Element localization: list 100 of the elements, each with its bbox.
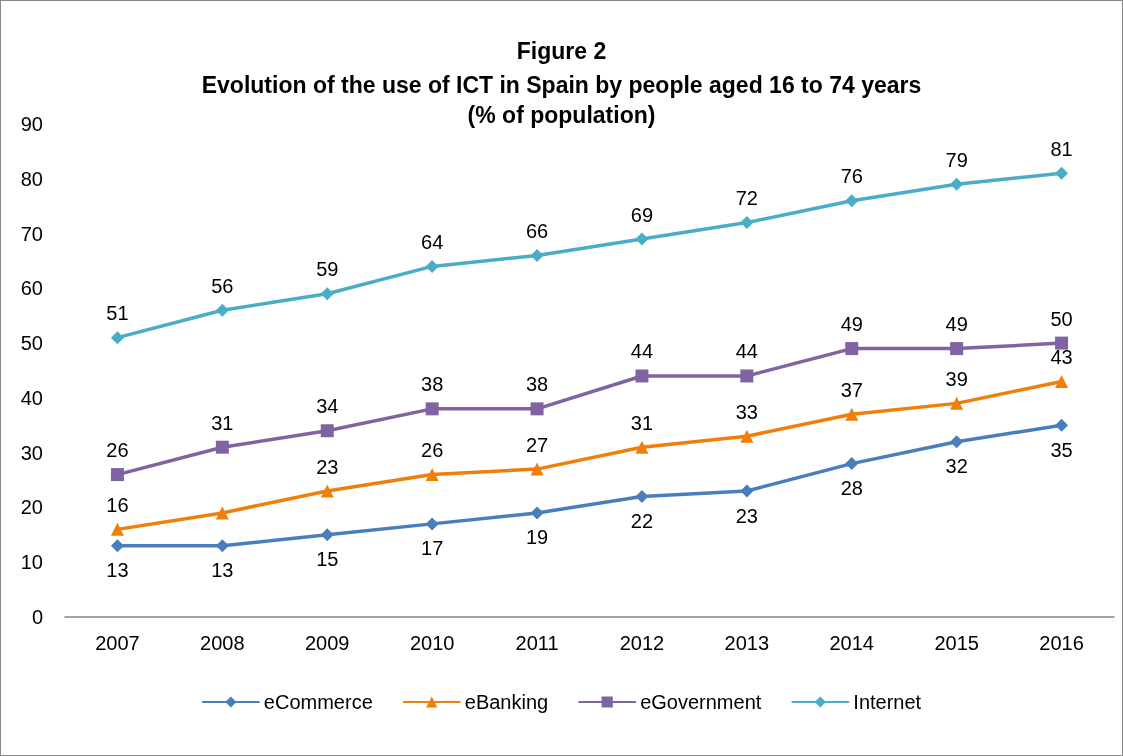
y-tick-label: 30 xyxy=(20,441,43,464)
data-label: 15 xyxy=(316,548,339,571)
data-label: 17 xyxy=(421,537,444,560)
data-label: 56 xyxy=(211,274,234,297)
point xyxy=(635,232,649,246)
x-tick-label: 2009 xyxy=(305,632,350,654)
point xyxy=(215,506,229,520)
chart-title: Figure 2 xyxy=(516,38,607,64)
legend-label: eCommerce xyxy=(263,691,373,713)
data-label: 49 xyxy=(840,313,863,336)
point xyxy=(110,468,124,482)
data-label: 38 xyxy=(421,373,444,396)
legend-label: eGovernment xyxy=(640,691,762,713)
data-label: 64 xyxy=(421,230,444,253)
data-label: 32 xyxy=(945,455,968,478)
point xyxy=(635,440,649,454)
point xyxy=(530,506,544,520)
data-label: 72 xyxy=(735,187,758,210)
data-label: 59 xyxy=(316,258,339,281)
point xyxy=(845,194,859,208)
point xyxy=(740,484,754,498)
x-tick-label: 2012 xyxy=(619,632,665,654)
point xyxy=(740,369,754,383)
y-tick-label: 40 xyxy=(20,386,43,409)
y-tick-label: 10 xyxy=(20,551,43,574)
point xyxy=(950,396,964,410)
point xyxy=(530,248,544,262)
legend-label: Internet xyxy=(853,691,922,713)
point xyxy=(740,216,754,230)
point xyxy=(425,468,439,482)
data-label: 13 xyxy=(211,559,234,582)
point xyxy=(320,484,334,498)
point xyxy=(1055,336,1069,350)
data-label: 69 xyxy=(630,203,654,226)
data-label: 31 xyxy=(630,411,654,434)
point xyxy=(845,457,859,471)
data-label: 44 xyxy=(735,340,758,363)
point xyxy=(320,424,334,438)
point xyxy=(845,407,859,421)
point xyxy=(425,259,439,273)
point xyxy=(110,331,124,345)
x-tick-label: 2013 xyxy=(724,632,770,654)
y-tick-label: 50 xyxy=(20,332,43,355)
data-label: 33 xyxy=(735,400,758,423)
y-tick-label: 60 xyxy=(20,277,43,300)
data-label: 37 xyxy=(840,378,863,401)
data-label: 81 xyxy=(1050,137,1073,160)
point xyxy=(740,429,754,443)
point xyxy=(635,369,649,383)
data-label: 27 xyxy=(525,433,549,456)
x-tick-label: 2015 xyxy=(934,632,979,654)
chart-subtitle: Evolution of the use of ICT in Spain by people aged 16 to 74 years (% of population) xyxy=(201,72,922,128)
data-label: 19 xyxy=(525,526,549,549)
point xyxy=(950,435,964,449)
data-label: 43 xyxy=(1050,345,1073,368)
point xyxy=(215,440,229,454)
point xyxy=(110,522,124,536)
data-label: 44 xyxy=(630,340,654,363)
point xyxy=(425,517,439,531)
y-tick-label: 0 xyxy=(31,606,43,628)
data-label: 22 xyxy=(630,509,654,532)
data-label: 66 xyxy=(525,219,549,242)
point xyxy=(1055,166,1069,180)
point xyxy=(530,462,544,476)
point xyxy=(950,177,964,191)
point xyxy=(530,402,544,416)
point xyxy=(320,528,334,542)
data-label: 13 xyxy=(106,559,129,582)
data-label: 76 xyxy=(840,165,863,188)
y-tick-label: 70 xyxy=(20,222,43,245)
point xyxy=(110,539,124,553)
y-tick-label: 90 xyxy=(20,113,43,135)
data-label: 28 xyxy=(840,477,863,500)
data-label: 23 xyxy=(735,504,758,527)
point xyxy=(320,287,334,301)
point xyxy=(215,539,229,553)
x-tick-label: 2016 xyxy=(1039,632,1084,654)
y-tick-label: 80 xyxy=(20,167,43,190)
x-tick-label: 2011 xyxy=(515,632,559,654)
point xyxy=(215,303,229,317)
point xyxy=(950,342,964,356)
data-label: 39 xyxy=(945,367,968,390)
data-label: 23 xyxy=(316,455,339,478)
x-tick-label: 2007 xyxy=(95,632,140,654)
data-label: 31 xyxy=(211,411,234,434)
data-label: 26 xyxy=(106,439,129,462)
legend-label: eBanking xyxy=(464,691,549,713)
data-label: 35 xyxy=(1050,438,1073,461)
point xyxy=(1055,374,1069,388)
data-label: 79 xyxy=(945,148,968,171)
data-label: 50 xyxy=(1050,307,1073,330)
data-label: 49 xyxy=(945,313,968,336)
y-tick-label: 20 xyxy=(20,496,43,519)
point xyxy=(1055,418,1069,432)
x-tick-label: 2014 xyxy=(829,632,874,654)
data-label: 34 xyxy=(316,395,339,418)
x-tick-label: 2010 xyxy=(409,632,455,654)
x-tick-label: 2008 xyxy=(200,632,245,654)
data-label: 38 xyxy=(525,373,549,396)
point xyxy=(845,342,859,356)
